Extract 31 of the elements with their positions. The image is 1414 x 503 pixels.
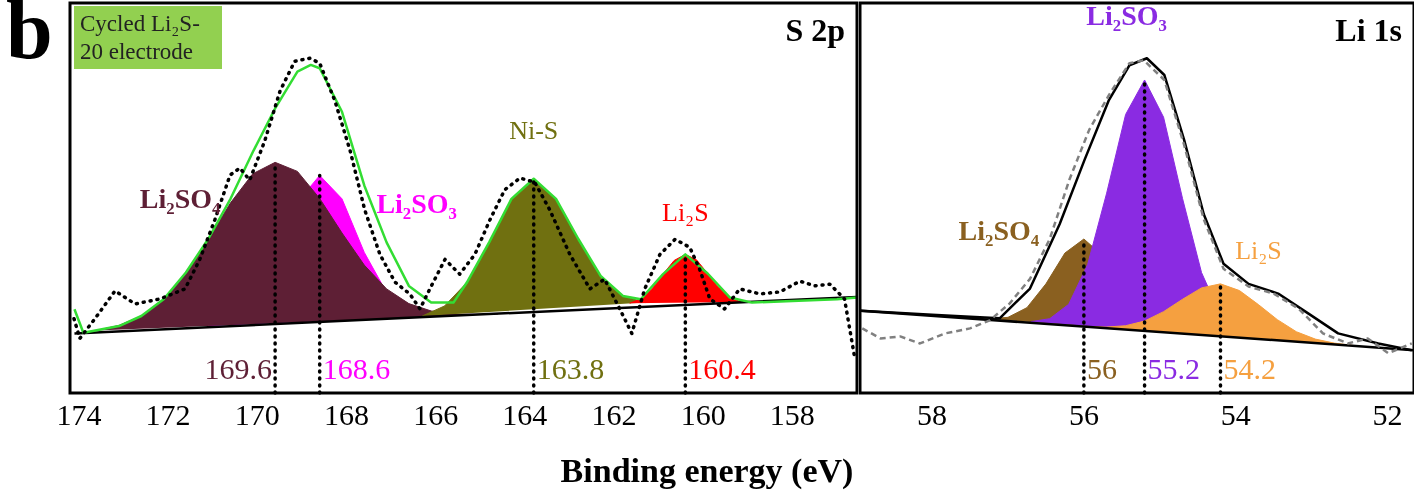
x-tick-label: 168 <box>323 397 369 431</box>
series-label: Li₂S <box>1235 235 1282 265</box>
series-label: Ni-S <box>509 115 559 145</box>
series-label: Li₂S <box>662 198 709 228</box>
series-label: Li₂SO₃ <box>1086 0 1167 32</box>
x-tick-label: 56 <box>1068 397 1099 431</box>
x-tick-label: 172 <box>145 397 191 431</box>
ref-line-label: 168.6 <box>322 351 391 385</box>
x-tick-label: 164 <box>502 397 548 431</box>
x-tick-label: 174 <box>56 397 102 431</box>
x-tick-label: 162 <box>591 397 637 431</box>
x-tick-label: 166 <box>413 397 459 431</box>
series-label: Li₂SO₃ <box>376 187 457 219</box>
chart-title: S 2p <box>785 12 845 49</box>
ref-line-label: 160.4 <box>688 351 756 385</box>
x-tick-label: 58 <box>917 397 948 431</box>
series-label: Li₂SO₄ <box>958 215 1040 247</box>
ref-line-label: 56 <box>1086 351 1117 385</box>
ref-line-label: 55.2 <box>1147 351 1201 385</box>
ref-line-label: 163.8 <box>536 351 605 385</box>
x-tick-label: 52 <box>1372 397 1403 431</box>
x-tick-label: 170 <box>234 397 280 431</box>
ref-line-label: 54.2 <box>1223 351 1276 385</box>
chart-title: Li 1s <box>1335 12 1402 49</box>
x-tick-label: 160 <box>680 397 726 431</box>
ref-line-label: 169.6 <box>204 351 273 385</box>
x-tick-label: 54 <box>1220 397 1251 431</box>
series-label: Li₂SO₄ <box>139 182 222 214</box>
x-tick-label: 158 <box>769 397 815 431</box>
x-axis-title: Binding energy (eV) <box>559 452 855 490</box>
annotation: Cycled Li₂S-20 electrode <box>74 6 222 70</box>
